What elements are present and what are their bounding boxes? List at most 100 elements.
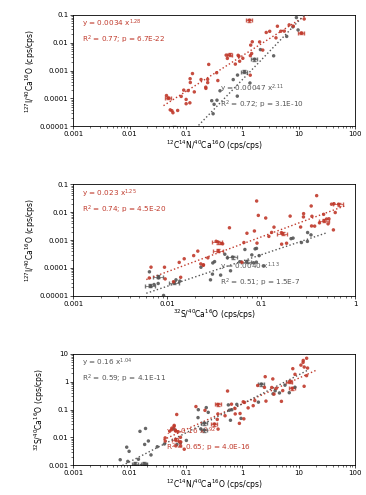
Text: y = 0.16 x$^{0.92}$
R$^2$ = 0.65; p = 4.0E-16: y = 0.16 x$^{0.92}$ R$^2$ = 0.65; p = 4.… bbox=[166, 426, 251, 454]
Y-axis label: $^{32}$S/$^{40}$Ca$^{16}$O (cps/cps): $^{32}$S/$^{40}$Ca$^{16}$O (cps/cps) bbox=[32, 368, 47, 451]
Point bbox=[162, 434, 168, 442]
Point bbox=[156, 273, 161, 281]
Point bbox=[171, 279, 177, 287]
Point bbox=[227, 406, 232, 414]
Point bbox=[161, 263, 167, 271]
Point bbox=[309, 212, 315, 220]
Point bbox=[247, 71, 253, 79]
Point bbox=[274, 22, 280, 30]
Point bbox=[163, 437, 168, 445]
Point bbox=[167, 427, 173, 435]
Point bbox=[161, 154, 167, 162]
Point bbox=[126, 447, 132, 455]
Point bbox=[314, 192, 320, 199]
Point bbox=[137, 427, 143, 435]
Point bbox=[148, 451, 154, 459]
Point bbox=[270, 390, 276, 398]
Point bbox=[321, 210, 326, 218]
Point bbox=[300, 358, 306, 366]
Point bbox=[252, 245, 258, 253]
Point bbox=[214, 69, 220, 77]
Point bbox=[151, 281, 157, 289]
Point bbox=[212, 257, 217, 265]
Point bbox=[206, 60, 212, 68]
Point bbox=[281, 27, 287, 35]
Point bbox=[174, 410, 180, 418]
Point bbox=[178, 433, 183, 441]
Point bbox=[292, 370, 298, 378]
Point bbox=[164, 156, 170, 164]
Point bbox=[181, 86, 187, 94]
Point bbox=[200, 261, 206, 269]
Point bbox=[255, 211, 261, 219]
Point bbox=[185, 87, 191, 95]
Point bbox=[234, 400, 240, 408]
Point bbox=[332, 208, 338, 216]
Point bbox=[308, 231, 314, 239]
Point bbox=[225, 401, 231, 409]
Point bbox=[290, 234, 296, 242]
Point bbox=[225, 387, 231, 395]
Point bbox=[249, 251, 255, 259]
Point bbox=[183, 100, 189, 108]
Point bbox=[295, 26, 301, 34]
Point bbox=[164, 92, 169, 99]
Point bbox=[263, 29, 269, 37]
Point bbox=[215, 247, 221, 255]
Point bbox=[249, 38, 255, 46]
Point bbox=[250, 402, 256, 410]
Point bbox=[232, 60, 238, 68]
Point bbox=[294, 14, 299, 22]
Point bbox=[251, 227, 257, 235]
Point bbox=[187, 99, 193, 107]
Point bbox=[236, 419, 242, 427]
Point bbox=[290, 22, 296, 30]
Point bbox=[187, 129, 193, 137]
Point bbox=[254, 239, 260, 247]
Point bbox=[235, 71, 240, 79]
Point bbox=[317, 219, 322, 227]
Point bbox=[290, 365, 296, 373]
Point bbox=[155, 280, 161, 288]
Point bbox=[235, 51, 241, 59]
Point bbox=[178, 93, 184, 100]
Point bbox=[124, 443, 130, 451]
Point bbox=[305, 364, 310, 372]
Point bbox=[214, 415, 220, 423]
Point bbox=[329, 200, 335, 208]
Point bbox=[193, 402, 199, 410]
Point bbox=[260, 46, 266, 54]
Point bbox=[177, 277, 183, 285]
Point bbox=[298, 361, 304, 369]
Point bbox=[260, 262, 266, 270]
Point bbox=[156, 274, 161, 282]
Point bbox=[232, 410, 238, 418]
Point bbox=[223, 51, 229, 59]
Point bbox=[241, 415, 247, 423]
Point bbox=[172, 149, 178, 157]
Point bbox=[169, 426, 175, 434]
Point bbox=[198, 425, 204, 433]
Point bbox=[117, 483, 123, 491]
Point bbox=[247, 51, 253, 59]
Point bbox=[258, 380, 264, 388]
Point bbox=[213, 237, 219, 245]
Point bbox=[271, 223, 277, 231]
Y-axis label: $^{127}$I/$^{40}$Ca$^{16}$O (cps/cps): $^{127}$I/$^{40}$Ca$^{16}$O (cps/cps) bbox=[23, 29, 38, 112]
Point bbox=[287, 378, 292, 386]
Point bbox=[198, 76, 204, 84]
Point bbox=[222, 412, 228, 420]
Point bbox=[130, 177, 136, 185]
Point bbox=[305, 229, 310, 237]
Point bbox=[201, 261, 206, 269]
Point bbox=[164, 162, 170, 170]
Point bbox=[267, 27, 273, 35]
Point bbox=[178, 439, 183, 447]
Point bbox=[181, 446, 187, 453]
Point bbox=[191, 88, 197, 96]
Point bbox=[247, 79, 253, 87]
Point bbox=[174, 441, 180, 448]
Point bbox=[324, 215, 329, 223]
Point bbox=[254, 245, 259, 252]
Point bbox=[254, 197, 259, 205]
